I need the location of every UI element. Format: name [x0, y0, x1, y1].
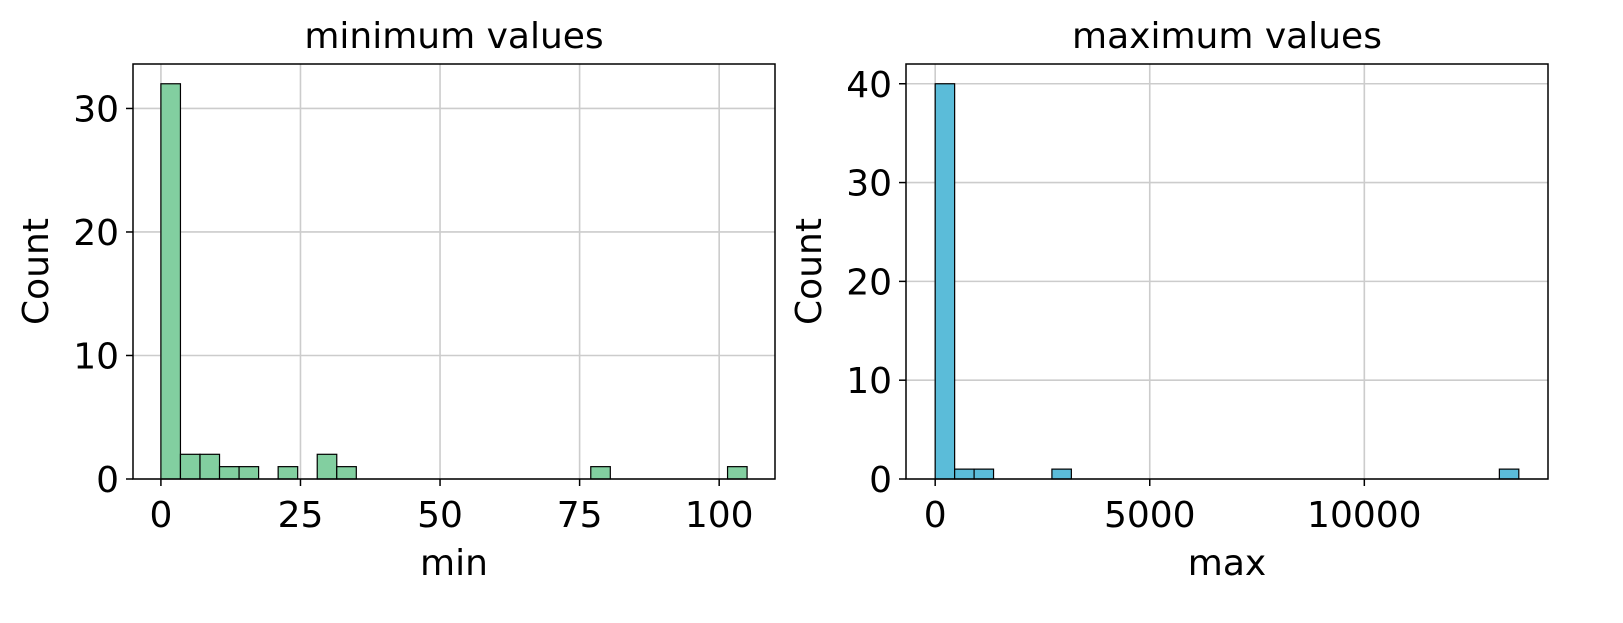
- min-bar-4: [238, 466, 260, 480]
- max-bar-0: [934, 83, 956, 480]
- max-bars: [934, 83, 1520, 480]
- max-y-tick-label-1: 10: [846, 361, 892, 402]
- max-axes-frame: [905, 63, 1549, 480]
- min-x-tick-label-2: 50: [417, 495, 463, 536]
- min-bar-9: [336, 466, 357, 480]
- min-bar-8: [316, 453, 338, 480]
- max-bar-29: [1498, 468, 1520, 480]
- min-histogram-panel: 0 25 50 75 100 0 10 20 30 minimum values min Cou…: [16, 16, 776, 584]
- min-bar-1: [179, 453, 201, 480]
- min-y-tick-label-0: 0: [96, 460, 119, 501]
- min-chart-title: minimum values: [304, 16, 603, 57]
- min-y-axis-label: Count: [16, 218, 57, 325]
- min-bar-0: [160, 83, 182, 480]
- min-x-tick-label-3: 75: [557, 495, 603, 536]
- min-ticks: 0 25 50 75 100 0 10 20 30: [73, 89, 753, 536]
- max-y-axis-label: Count: [789, 218, 830, 325]
- max-bar-1: [954, 468, 975, 480]
- max-chart-title: maximum values: [1072, 16, 1382, 57]
- min-axes-frame: [132, 63, 776, 480]
- max-y-tick-label-2: 20: [846, 262, 892, 303]
- min-bars: [160, 83, 748, 480]
- max-histogram-panel: 0 5000 10000 0 10 20 30 40 maximum values max C…: [789, 16, 1549, 584]
- max-x-tick-label-1: 5000: [1104, 495, 1196, 536]
- min-bar-3: [218, 466, 240, 480]
- max-grid: [906, 64, 1548, 480]
- max-y-tick-label-4: 40: [846, 65, 892, 106]
- min-grid: [133, 64, 775, 480]
- max-x-axis-label: max: [1188, 543, 1266, 584]
- min-x-axis-label: min: [420, 543, 488, 584]
- min-x-tick-label-4: 100: [685, 495, 754, 536]
- max-bar-6: [1051, 468, 1072, 480]
- min-y-tick-label-2: 20: [73, 213, 119, 254]
- min-y-tick-label-1: 10: [73, 336, 119, 377]
- min-bar-29: [726, 466, 748, 480]
- max-x-tick-label-2: 10000: [1307, 495, 1422, 536]
- max-y-tick-label-3: 30: [846, 164, 892, 205]
- max-y-tick-label-0: 0: [869, 460, 892, 501]
- min-y-tick-label-3: 30: [73, 89, 119, 130]
- max-bar-2: [973, 468, 995, 480]
- min-bar-6: [277, 466, 299, 480]
- min-bar-22: [590, 466, 611, 480]
- min-x-tick-label-0: 0: [149, 495, 172, 536]
- max-ticks: 0 5000 10000 0 10 20 30 40: [846, 65, 1421, 536]
- min-bar-2: [199, 453, 221, 480]
- min-x-tick-label-1: 25: [278, 495, 324, 536]
- max-x-tick-label-0: 0: [924, 495, 947, 536]
